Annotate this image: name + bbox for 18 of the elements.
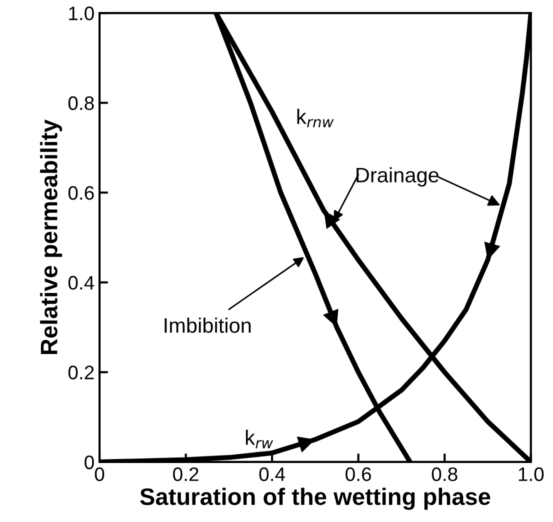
x-tick-label: 0.2: [173, 467, 198, 482]
x-tick-label: 0.8: [432, 467, 458, 482]
y-tick-label: 0.4: [68, 276, 94, 290]
annotation: k$_{rw}$: [246, 430, 274, 448]
y-tick-label: 0.6: [68, 186, 94, 200]
x-tick-label: 1.0: [518, 467, 544, 482]
x-tick-label: 0.6: [346, 467, 372, 482]
x-axis-title: Saturation of the wetting phase: [140, 488, 490, 510]
y-tick-label: 0: [84, 455, 94, 470]
x-tick-label: 0.4: [259, 467, 286, 482]
y-tick-label: 1.0: [69, 6, 94, 20]
y-tick-label: 0.2: [68, 366, 94, 380]
annotation: k$_{rnw}$: [297, 108, 334, 128]
y-tick-label: 0.8: [68, 96, 94, 110]
annotation: Imbibition: [164, 318, 251, 333]
x-tick-label: 0: [94, 467, 104, 482]
y-axis-title: Relative permeability: [40, 120, 62, 354]
annotation: Drainage: [356, 167, 439, 187]
